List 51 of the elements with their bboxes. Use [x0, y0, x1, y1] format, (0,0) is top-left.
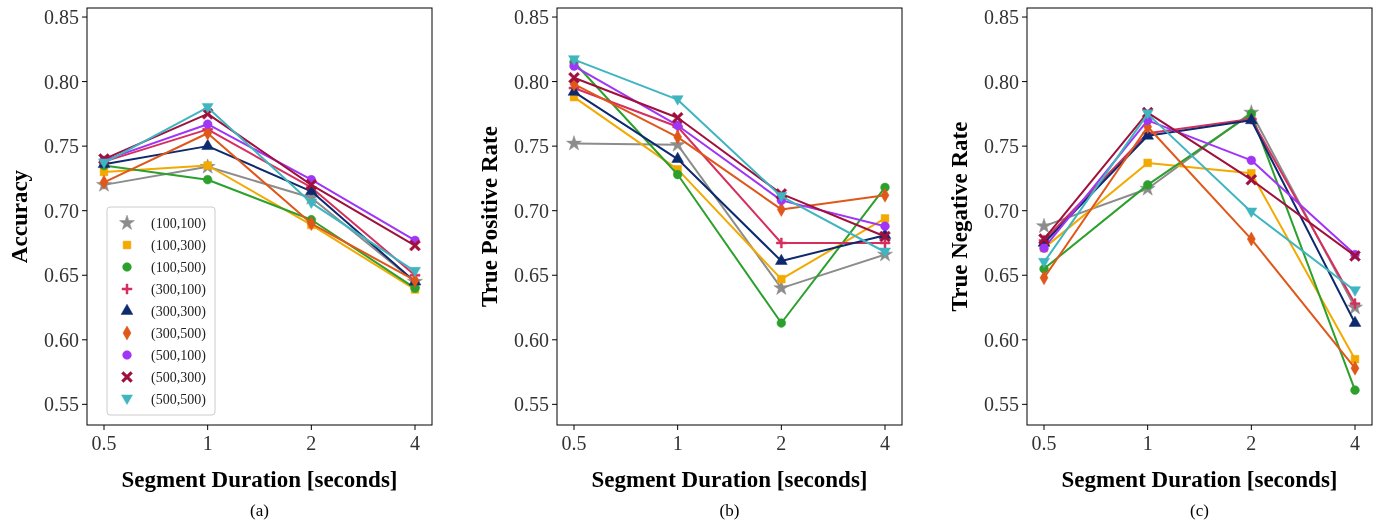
y-tick-label: 0.75: [514, 135, 549, 158]
x-tick-label: 2: [1246, 432, 1257, 454]
x-tick-label: 0.5: [91, 432, 117, 454]
y-tick-label: 0.70: [984, 199, 1019, 222]
y-tick-label: 0.55: [984, 393, 1019, 416]
legend-label: (300,500): [151, 325, 207, 342]
x-tick-label: 2: [776, 432, 787, 454]
x-axis-title: Segment Duration [seconds]: [591, 467, 868, 492]
y-tick-label: 0.80: [44, 70, 79, 93]
x-axis-title: Segment Duration [seconds]: [1061, 467, 1338, 492]
y-tick-label: 0.55: [44, 393, 79, 416]
y-tick-label: 0.85: [44, 6, 79, 29]
y-axis-title: True Negative Rate: [947, 121, 972, 312]
y-tick-label: 0.60: [984, 328, 1019, 351]
y-tick-label: 0.60: [44, 328, 79, 351]
x-tick-label: 4: [880, 432, 890, 454]
legend-label: (300,100): [151, 281, 207, 298]
text: (a): [250, 501, 269, 520]
y-tick-label: 0.80: [514, 70, 549, 93]
y-tick-label: 0.70: [514, 199, 549, 222]
y-tick-label: 0.60: [514, 328, 549, 351]
x-tick-label: 1: [1142, 432, 1153, 454]
y-tick-label: 0.65: [44, 264, 79, 287]
y-tick-label: 0.85: [514, 6, 549, 29]
x-tick-label: 4: [1350, 432, 1360, 454]
y-axis-title: True Positive Rate: [477, 126, 502, 307]
x-tick-label: 4: [410, 432, 420, 454]
y-tick-label: 0.80: [984, 70, 1019, 93]
legend-label: (500,100): [151, 347, 207, 364]
x-axis-title: Segment Duration [seconds]: [121, 467, 398, 492]
legend-label: (100,100): [151, 215, 207, 232]
y-tick-label: 0.65: [984, 264, 1019, 287]
y-tick-label: 0.65: [514, 264, 549, 287]
y-tick-label: 0.70: [44, 199, 79, 222]
legend-label: (100,500): [151, 259, 207, 276]
y-tick-label: 0.85: [984, 6, 1019, 29]
text: (c): [1190, 501, 1209, 520]
legend-label: (300,300): [151, 303, 207, 320]
legend-label: (100,300): [151, 237, 207, 254]
x-tick-label: 1: [202, 432, 213, 454]
y-axis-title: Accuracy: [7, 169, 32, 264]
x-tick-label: 0.5: [561, 432, 587, 454]
y-tick-label: 0.75: [44, 135, 79, 158]
legend-label: (500,300): [151, 369, 207, 386]
y-tick-label: 0.55: [514, 393, 549, 416]
x-tick-label: 1: [672, 432, 683, 454]
legend-label: (500,500): [151, 391, 207, 408]
x-tick-label: 0.5: [1031, 432, 1057, 454]
x-tick-label: 2: [306, 432, 317, 454]
y-tick-label: 0.75: [984, 135, 1019, 158]
text: (b): [719, 501, 740, 520]
